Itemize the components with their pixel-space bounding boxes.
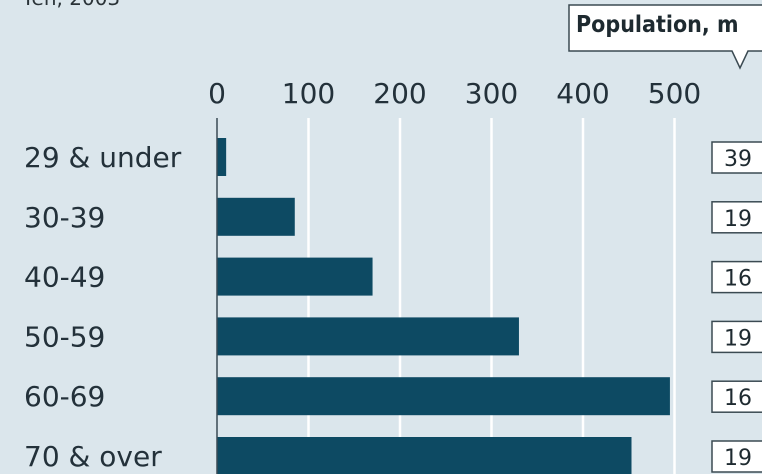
- category-label-3: 50-59: [24, 320, 105, 353]
- category-labels: 29 & under 30-39 40-49 50-59 60-69 70 & over: [24, 141, 182, 473]
- population-values: 39 19 16 19 16 19: [711, 141, 762, 473]
- category-label-0: 29 & under: [24, 141, 182, 174]
- category-label-5: 70 & over: [24, 440, 162, 473]
- value-box-1: [711, 201, 762, 234]
- value-box-2: [711, 260, 762, 294]
- x-tick-labels: 0 100 200 300 400 500: [208, 77, 701, 110]
- bar-0: [217, 138, 227, 176]
- bar-3: [217, 317, 519, 356]
- value-box-4: [711, 380, 762, 413]
- category-label-1: 30-39: [24, 201, 105, 234]
- category-label-4: 60-69: [24, 380, 105, 413]
- x-tick-label-400: 400: [556, 77, 609, 110]
- x-tick-label-300: 300: [465, 77, 518, 110]
- category-label-2: 40-49: [24, 261, 105, 294]
- bar-4: [217, 377, 670, 416]
- value-label-1: 19: [724, 207, 752, 232]
- value-label-3: 19: [724, 326, 752, 351]
- x-tick-label-100: 100: [282, 77, 335, 110]
- bar-2: [217, 257, 373, 296]
- callout-box: [568, 4, 762, 70]
- value-box-5: [711, 440, 762, 473]
- bar-1: [217, 197, 295, 236]
- x-tick-label-200: 200: [373, 77, 426, 110]
- value-box-0: [711, 141, 762, 174]
- value-label-4: 16: [724, 386, 752, 411]
- callout-label: Population, m: [576, 12, 739, 38]
- x-tick-label-500: 500: [648, 77, 701, 110]
- value-label-0: 39: [724, 147, 752, 172]
- x-tick-label-0: 0: [208, 77, 226, 110]
- bars: [217, 138, 670, 474]
- grid-lines: [307, 118, 676, 474]
- value-box-3: [711, 320, 762, 354]
- value-label-2: 16: [724, 267, 752, 292]
- population-callout: Population, m: [568, 4, 762, 70]
- bar-5: [217, 437, 632, 474]
- value-label-5: 19: [724, 446, 752, 471]
